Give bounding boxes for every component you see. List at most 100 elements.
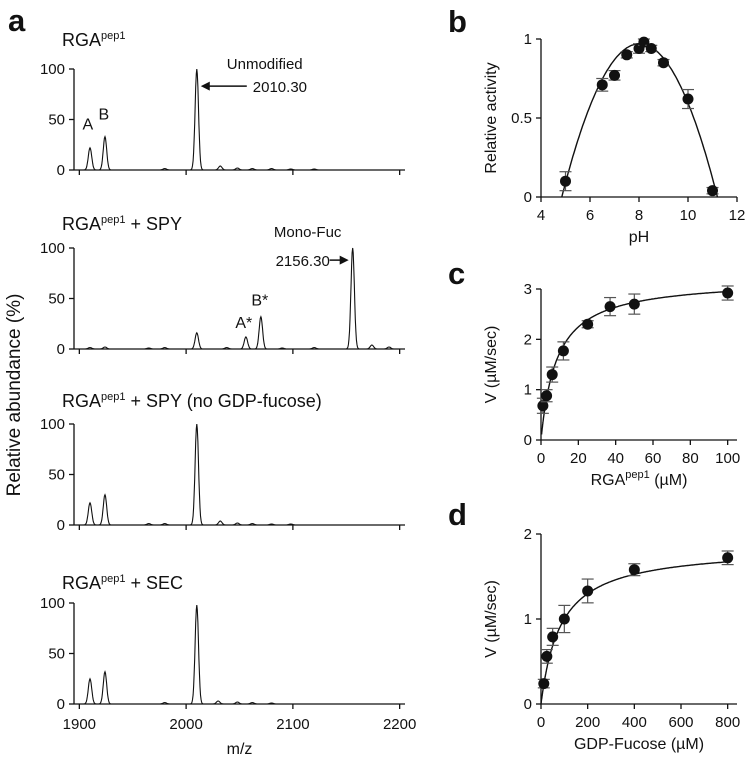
- x-tick-label: 0: [537, 450, 545, 467]
- x-axis-label: pH: [629, 229, 649, 246]
- data-point: [645, 42, 657, 54]
- data-point: [582, 318, 594, 330]
- data-point-group: [540, 389, 553, 403]
- panel-letter-a: a: [8, 3, 26, 38]
- data-point: [658, 57, 669, 69]
- x-tick-label: 800: [715, 714, 740, 731]
- panel-b-ph-activity: b 0 0.5 1 4 6 8 10 12 pH Relative activity: [448, 4, 745, 246]
- annotation-line-1: Unmodified: [227, 56, 303, 73]
- x-tick-label: 400: [622, 714, 647, 731]
- data-point-group: [596, 77, 609, 92]
- data-point-group: [721, 550, 734, 566]
- spectrum-3: 0 50 100 RGApep1 + SPY (no GDP-fucose): [40, 391, 405, 534]
- data-point: [722, 552, 734, 564]
- data-point-group: [706, 185, 719, 197]
- data-point-group: [557, 341, 570, 361]
- x-tick-label: 2100: [276, 716, 309, 733]
- y-tick-label: 2: [524, 331, 532, 348]
- x-tick-label: 60: [645, 450, 662, 467]
- panel-letter-d: d: [448, 497, 467, 532]
- spectrum-trace: [77, 423, 400, 526]
- spectrum-trace: [77, 247, 400, 350]
- data-point: [546, 369, 558, 381]
- data-point: [547, 631, 559, 643]
- data-point-group: [537, 678, 550, 690]
- peak-label: A*: [235, 315, 252, 332]
- panel-c-rga-kinetics: c 0 1 2 3 0 20 40 60 80 100 RGApep1 (µM) V (µM/sec): [448, 256, 740, 489]
- y-tick-label: 1: [524, 31, 532, 48]
- x-tick-label: 10: [680, 207, 697, 224]
- peak-label: A: [83, 117, 94, 134]
- data-point: [628, 298, 640, 310]
- spectrum-2: 0 50 100 RGApep1 + SPY A* B* Mono-Fuc 2156.30: [40, 214, 405, 358]
- y-tick-label: 100: [40, 61, 65, 78]
- spectrum-trace: [77, 604, 400, 705]
- data-point-group: [721, 285, 734, 301]
- x-axis-label: GDP-Fucose (µM): [574, 736, 704, 753]
- data-point-group: [604, 296, 617, 317]
- data-point-group: [558, 604, 571, 634]
- data-point: [557, 345, 569, 357]
- annotation-line-1: Mono-Fuc: [274, 224, 342, 241]
- y-tick-label: 100: [40, 240, 65, 257]
- x-tick-label: 20: [570, 450, 587, 467]
- data-point-group: [581, 578, 594, 604]
- data-point: [628, 564, 640, 576]
- panel-a-mass-spectra: a 0 50 100 RGApep1 AB Unmodified 2010.30 0 50 100 R…: [4, 3, 416, 758]
- data-point-group: [645, 42, 658, 54]
- data-point: [707, 185, 718, 197]
- fit-curve: [540, 561, 728, 704]
- x-tick-label: 2000: [169, 716, 202, 733]
- peak-label: B: [99, 107, 110, 124]
- y-tick-label: 0: [524, 189, 532, 206]
- y-tick-label: 0.5: [511, 110, 532, 127]
- y-tick-label: 0: [57, 341, 65, 358]
- data-point: [558, 613, 570, 625]
- y-tick-label: 50: [48, 646, 65, 663]
- x-tick-label: 1900: [63, 716, 96, 733]
- y-tick-label: 100: [40, 595, 65, 612]
- data-point-group: [628, 563, 641, 577]
- y-tick-label: 0: [524, 696, 532, 713]
- data-point-group: [546, 627, 559, 646]
- x-tick-label: 6: [586, 207, 594, 224]
- y-axis-label: V (µM/sec): [483, 326, 500, 404]
- spectrum-title: RGApep1 + SEC: [62, 573, 183, 593]
- spectrum-title: RGApep1: [62, 30, 126, 50]
- x-tick-label: 8: [635, 207, 643, 224]
- data-point: [621, 49, 633, 61]
- x-tick-label: 12: [729, 207, 746, 224]
- x-axis-label: RGApep1 (µM): [591, 469, 688, 489]
- x-tick-label: 600: [668, 714, 693, 731]
- y-tick-label: 2: [524, 526, 532, 543]
- data-point-group: [657, 57, 670, 69]
- data-point-group: [540, 648, 553, 664]
- y-axis-label: Relative abundance (%): [4, 294, 25, 497]
- data-point: [682, 93, 694, 105]
- data-point: [596, 79, 608, 91]
- y-tick-label: 1: [524, 611, 532, 628]
- peak-label: B*: [251, 293, 268, 310]
- data-point-group: [682, 88, 694, 110]
- spectrum-4: 0 50 100 RGApep1 + SEC: [40, 573, 405, 713]
- y-tick-label: 50: [48, 467, 65, 484]
- annotation-line-2: 2010.30: [253, 79, 307, 96]
- y-axis-label: Relative activity: [483, 62, 500, 173]
- panel-letter-c: c: [448, 256, 465, 291]
- panel-d-gdp-fucose-kinetics: d 0 1 2 0 200 400 600 800 GDP-Fucose (µM) V (µM/se…: [448, 497, 740, 753]
- data-point-group: [581, 318, 594, 330]
- y-tick-label: 50: [48, 291, 65, 308]
- data-point: [541, 650, 553, 662]
- panel-letter-b: b: [448, 4, 467, 39]
- data-point: [541, 390, 553, 402]
- fit-curve: [561, 43, 719, 198]
- y-axis-label: V (µM/sec): [483, 580, 500, 658]
- data-point: [560, 175, 571, 187]
- data-point: [722, 287, 734, 299]
- spectrum-title: RGApep1 + SPY (no GDP-fucose): [62, 391, 322, 411]
- annotation-arrowhead: [339, 255, 349, 265]
- x-tick-label: 40: [607, 450, 624, 467]
- data-point-group: [546, 366, 559, 383]
- y-tick-label: 100: [40, 416, 65, 433]
- data-point: [604, 301, 616, 313]
